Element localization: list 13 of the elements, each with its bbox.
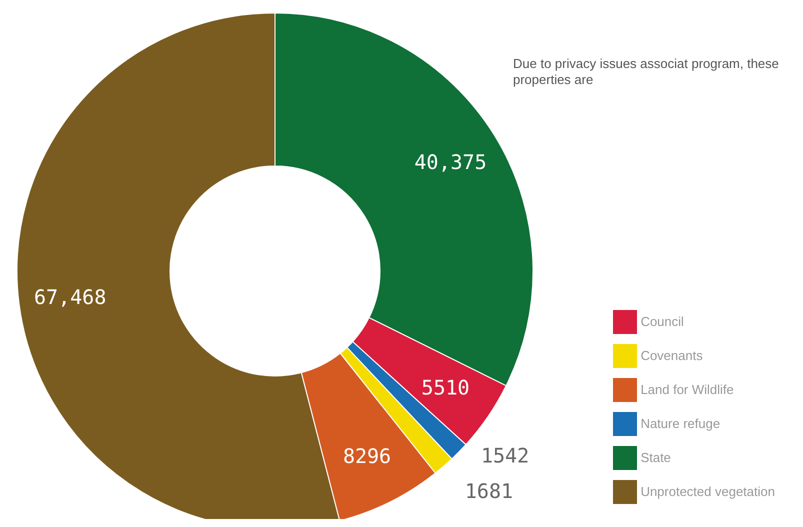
legend-label: Council [640,314,684,329]
text: Due to privacy issues associat program, these properties are [513,56,780,88]
legend-label: Nature refuge [640,416,720,431]
data-label: 1542 [480,444,530,468]
data-label: 67,468 [34,285,106,310]
legend-label: Unprotected vegetation [640,484,775,499]
legend-label: Covenants [640,348,703,363]
legend-label: State [640,450,671,465]
data-label: 1681 [464,478,514,503]
data-label: 40,375 [414,150,487,174]
legend-label: Land for Wildlife [640,382,734,397]
data-label: 8296 [342,444,392,468]
data-label: 5510 [421,375,470,400]
